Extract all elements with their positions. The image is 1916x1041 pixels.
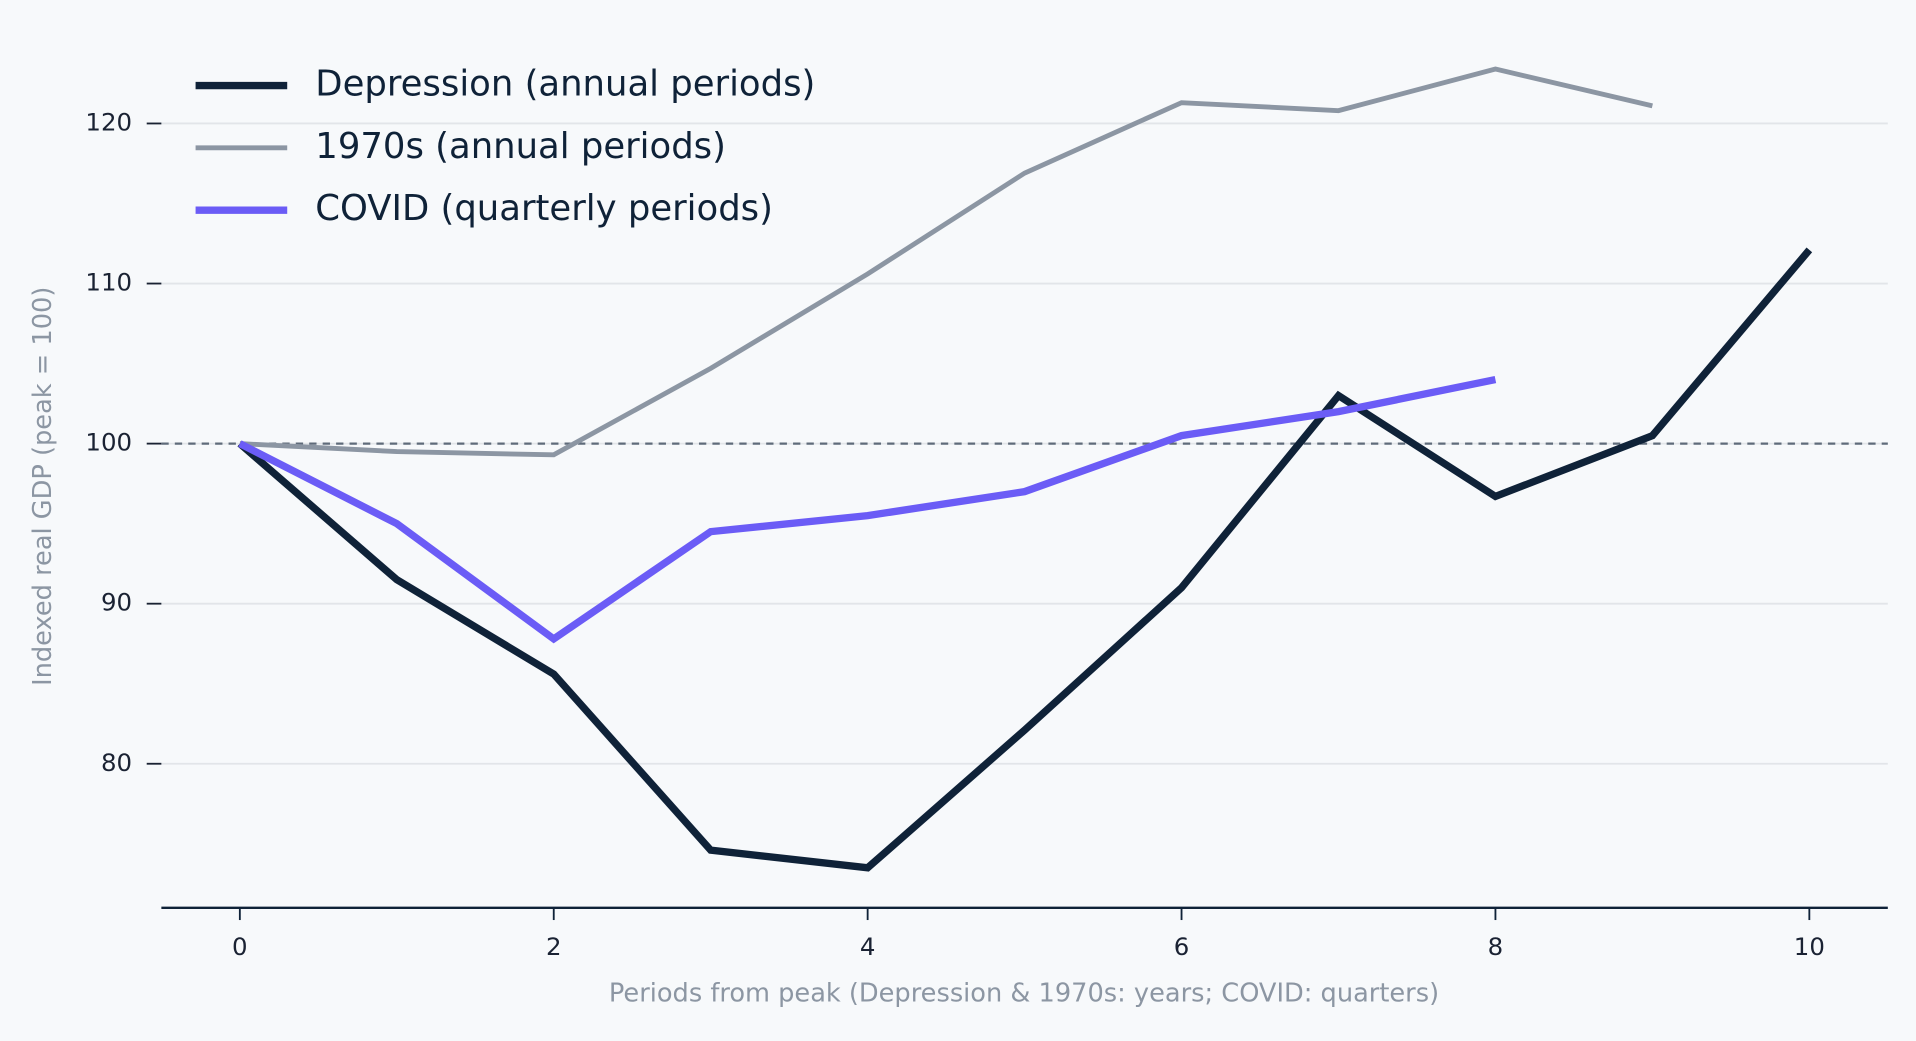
legend-label: 1970s (annual periods) [315, 126, 726, 167]
y-axis-label: Indexed real GDP (peak = 100) [28, 287, 58, 686]
x-tick-label: 10 [1794, 932, 1825, 961]
y-tick-label: 80 [101, 748, 132, 777]
y-tick-label: 100 [85, 428, 132, 457]
x-tick-label: 8 [1488, 932, 1504, 961]
series-line [237, 247, 1813, 872]
y-tick-label: 110 [85, 268, 132, 297]
series-line [238, 375, 1497, 644]
y-tick-label: 90 [101, 588, 132, 617]
series-line [239, 66, 1653, 458]
legend-label: COVID (quarterly periods) [315, 188, 773, 229]
legend-label: Depression (annual periods) [315, 64, 815, 105]
x-tick-label: 2 [546, 932, 562, 961]
y-tick-label: 120 [85, 107, 132, 136]
x-axis-label: Periods from peak (Depression & 1970s: y… [609, 979, 1439, 1009]
x-tick-label: 4 [860, 932, 876, 961]
x-tick-label: 6 [1174, 932, 1190, 961]
x-tick-label: 0 [232, 932, 248, 961]
